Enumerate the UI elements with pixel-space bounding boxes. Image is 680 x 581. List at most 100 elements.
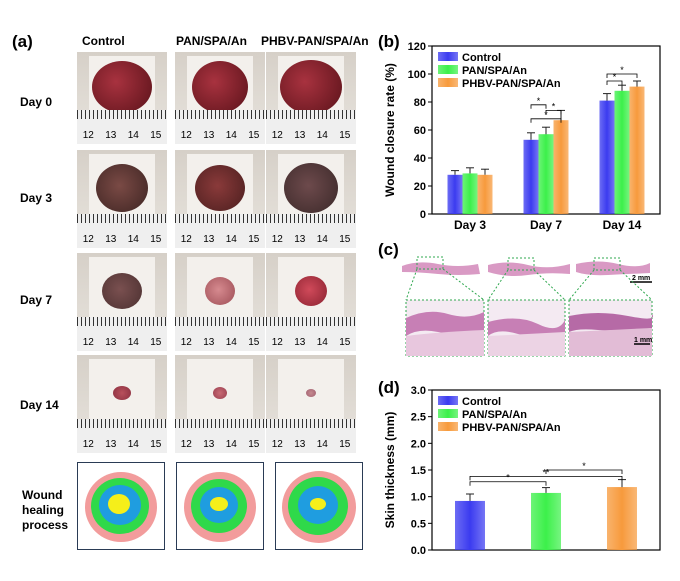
ruler-numbers: 12 13 14 15 [266, 337, 356, 348]
wound-area [92, 61, 152, 113]
row-label-day0: Day 0 [20, 95, 53, 109]
ruler-number: 14 [127, 234, 139, 245]
legend-swatch [438, 396, 458, 405]
bar [599, 100, 615, 214]
column-label-phbv: PHBV-PAN/SPA/An [261, 34, 369, 48]
ruler-number: 13 [203, 234, 215, 245]
ruler-numbers: 12 13 14 15 [77, 439, 167, 450]
row-label-day7: Day 7 [20, 293, 53, 307]
y-tick-label: 1.0 [411, 492, 426, 504]
wound-photo: 12 13 14 15 [77, 150, 167, 248]
ruler-number: 15 [248, 234, 260, 245]
ruler-number: 14 [225, 337, 237, 348]
wound-area [113, 386, 131, 400]
wound-photo: 12 13 14 15 [77, 52, 167, 144]
ruler-number: 12 [82, 337, 94, 348]
wound-photo: 12 13 14 15 [175, 52, 265, 144]
significance-bracket [530, 104, 547, 109]
y-tick-label: 40 [414, 153, 426, 165]
ruler-number: 15 [339, 130, 351, 141]
bar [531, 492, 561, 550]
scale-bar-1mm: 1 mm [634, 337, 653, 344]
significance-marker: * [544, 110, 548, 120]
legend-swatch [438, 78, 458, 87]
bar [629, 86, 645, 214]
legend-swatch [438, 52, 458, 61]
histology-sections [402, 256, 653, 357]
legend-label: PAN/SPA/An [462, 409, 527, 421]
x-tick-label: Day 7 [530, 218, 562, 232]
wound-photo: 12 13 14 15 [175, 355, 265, 453]
significance-marker: * [582, 461, 586, 471]
ruler-number: 14 [225, 130, 237, 141]
ruler-number: 14 [316, 439, 328, 450]
ruler-numbers: 12 13 14 15 [266, 439, 356, 450]
healing-diagram-control [77, 462, 165, 550]
ruler-number: 14 [316, 337, 328, 348]
ruler: 12 13 14 15 [266, 214, 356, 248]
ruler-number: 15 [150, 439, 162, 450]
y-axis-label: Wound closure rate (%) [383, 63, 397, 197]
ruler-number: 12 [271, 234, 283, 245]
wound-photo: 12 13 14 15 [266, 253, 356, 351]
ruler-number: 14 [225, 234, 237, 245]
y-tick-label: 100 [408, 69, 426, 81]
skin-thickness-chart: 0.0 0.5 1.0 1.5 2.0 2.5 3.0 Skin thickness (mm)… [383, 385, 661, 557]
legend-label: Control [462, 52, 501, 64]
ruler-number: 14 [316, 130, 328, 141]
ruler-numbers: 12 13 14 15 [175, 439, 265, 450]
wound-area [280, 60, 342, 114]
healing-diagram-phbv [275, 462, 363, 550]
ruler-number: 14 [316, 234, 328, 245]
healing-diagram-pan [176, 462, 264, 550]
y-tick-label: 120 [408, 41, 426, 53]
ruler-number: 14 [127, 439, 139, 450]
ruler-numbers: 12 13 14 15 [175, 234, 265, 245]
significance-marker: * [552, 101, 556, 111]
panel-b-label: (b) [378, 32, 400, 51]
ruler-number: 12 [82, 439, 94, 450]
ruler-numbers: 12 13 14 15 [175, 130, 265, 141]
ruler-number: 15 [339, 439, 351, 450]
ruler-number: 12 [271, 337, 283, 348]
ruler-number: 13 [294, 337, 306, 348]
y-tick-label: 2.0 [411, 438, 426, 450]
ruler-number: 15 [150, 234, 162, 245]
healing-label-line: process [22, 518, 69, 532]
ruler-number: 14 [225, 439, 237, 450]
healing-label-line: Wound [22, 488, 63, 502]
legend-label: PAN/SPA/An [462, 65, 527, 77]
y-tick-label: 0 [420, 209, 426, 221]
significance-bracket [469, 476, 623, 481]
ruler-number: 12 [82, 234, 94, 245]
wound-photo: 12 13 14 15 [77, 253, 167, 351]
x-tick-label: Day 3 [454, 218, 486, 232]
y-tick-label: 2.5 [411, 412, 426, 424]
panel-d-label: (d) [378, 378, 400, 397]
y-axis-label: Skin thickness (mm) [383, 412, 397, 529]
wound-photo: 12 13 14 15 [175, 150, 265, 248]
ruler-number: 13 [105, 439, 117, 450]
wound-photo: 12 13 14 15 [266, 150, 356, 248]
bar [553, 120, 569, 214]
ruler-number: 12 [271, 130, 283, 141]
ruler-numbers: 12 13 14 15 [266, 234, 356, 245]
bar [614, 90, 630, 214]
significance-bracket [545, 110, 562, 115]
significance-bracket [606, 80, 623, 85]
ruler-number: 13 [294, 130, 306, 141]
ruler-number: 13 [203, 439, 215, 450]
bar [455, 500, 485, 550]
wound-photo: 12 13 14 15 [266, 52, 356, 144]
panel-a-label: (a) [12, 32, 33, 51]
legend-swatch [438, 409, 458, 418]
ruler-numbers: 12 13 14 15 [77, 337, 167, 348]
ruler: 12 13 14 15 [77, 419, 167, 453]
row-label-day3: Day 3 [20, 191, 53, 205]
y-tick-label: 20 [414, 181, 426, 193]
ruler-number: 15 [339, 337, 351, 348]
ruler: 12 13 14 15 [175, 317, 265, 351]
ruler-number: 12 [180, 337, 192, 348]
ruler-number: 15 [150, 337, 162, 348]
legend-label: PHBV-PAN/SPA/An [462, 78, 561, 90]
